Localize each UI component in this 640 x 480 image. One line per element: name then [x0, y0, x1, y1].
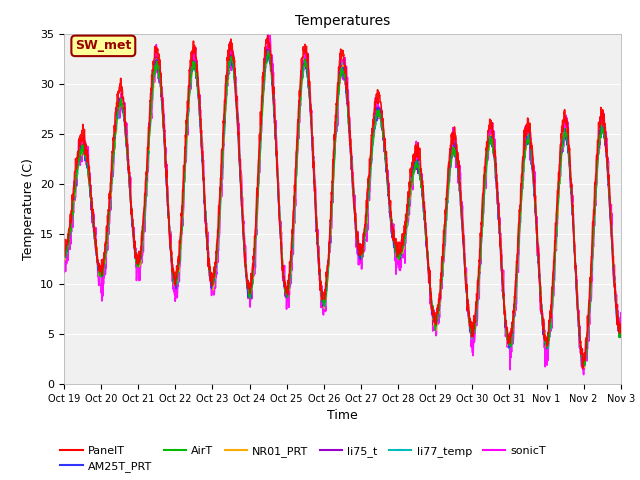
Title: Temperatures: Temperatures [295, 14, 390, 28]
Text: SW_met: SW_met [75, 39, 131, 52]
Legend: PanelT, AM25T_PRT, AirT, NR01_PRT, li75_t, li77_temp, sonicT: PanelT, AM25T_PRT, AirT, NR01_PRT, li75_… [56, 441, 551, 477]
Y-axis label: Temperature (C): Temperature (C) [22, 158, 35, 260]
X-axis label: Time: Time [327, 409, 358, 422]
